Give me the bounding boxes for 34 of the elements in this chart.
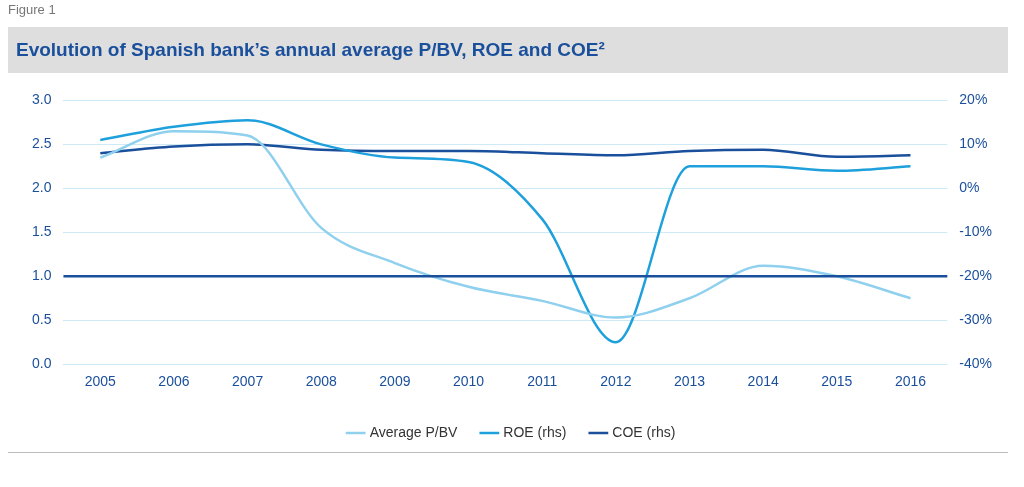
y-tick-label: 2.5	[31, 135, 52, 152]
x-tick-label: 2011	[527, 373, 558, 390]
line-series	[99, 143, 912, 158]
x-tick-label: 2008	[305, 373, 338, 390]
legend-label: COE (rhs)	[612, 423, 676, 440]
y-tick-label: 3.0	[31, 91, 52, 108]
y2-tick-label: 0%	[959, 179, 980, 196]
line-series	[99, 118, 912, 344]
x-tick-label: 2005	[84, 373, 117, 390]
y-tick-label: 0.0	[31, 355, 52, 372]
x-tick-label: 2013	[673, 373, 706, 390]
chart-title: Evolution of Spanish bank’s annual average P/BV, ROE and COE²	[8, 27, 1008, 73]
legend-label: Average P/BV	[369, 423, 458, 440]
x-tick-label: 2009	[379, 373, 411, 390]
x-tick-label: 2012	[600, 373, 632, 390]
line-series	[99, 129, 912, 319]
x-tick-label: 2016	[894, 373, 927, 390]
x-tick-label: 2014	[747, 373, 779, 390]
caption: Figure 1	[8, 2, 56, 17]
y-tick-label: 1.0	[31, 267, 52, 284]
y2-tick-label: -10%	[959, 223, 992, 240]
legend-label: ROE (rhs)	[503, 423, 567, 440]
y2-tick-label: -20%	[959, 267, 992, 284]
x-tick-label: 2010	[452, 373, 485, 390]
y-tick-label: 2.0	[31, 179, 52, 196]
y-tick-label: 0.5	[31, 311, 52, 328]
y2-tick-label: 20%	[959, 91, 988, 108]
x-tick-label: 2015	[821, 373, 853, 390]
x-tick-label: 2007	[232, 373, 264, 390]
x-tick-label: 2006	[158, 373, 190, 390]
y-tick-label: 1.5	[31, 223, 52, 240]
y2-tick-label: -40%	[959, 355, 992, 372]
y2-tick-label: 10%	[959, 135, 988, 152]
y2-tick-label: -30%	[959, 311, 992, 328]
